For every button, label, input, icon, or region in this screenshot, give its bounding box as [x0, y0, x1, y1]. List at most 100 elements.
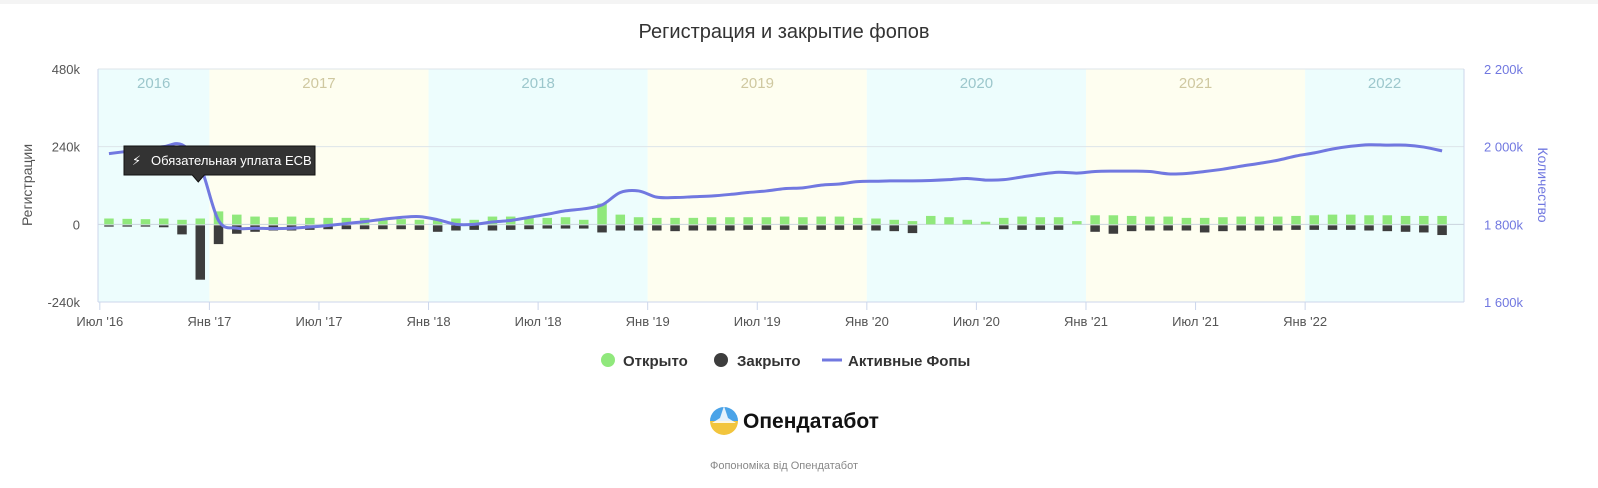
bar-opened [524, 217, 534, 225]
y-left-tick-label: 480k [52, 62, 81, 77]
x-tick-label: Янв '18 [407, 314, 451, 329]
credit-text: Фопономіка від Опендатабот [710, 460, 858, 472]
year-band-label: 2016 [137, 75, 170, 92]
bar-closed [652, 225, 662, 231]
bar-closed [597, 225, 607, 233]
bar-closed [816, 225, 826, 230]
logo-icon [710, 407, 738, 435]
bar-closed [505, 225, 516, 230]
bar-closed [633, 225, 644, 231]
bar-opened [560, 217, 571, 225]
bar-opened [286, 216, 297, 225]
bar-opened [341, 217, 352, 225]
bar-closed [798, 225, 808, 230]
bar-closed [487, 225, 498, 231]
bar-opened [980, 221, 991, 225]
bar-closed [1309, 225, 1319, 230]
axes: -240k 0 240k 480k 1 600k 1 800k 2 000k 2 200k Ию… [47, 62, 1523, 329]
legend-label-opened: Открыто [623, 353, 688, 370]
bar-opened [140, 219, 151, 225]
bar-opened [1072, 221, 1082, 225]
x-tick-label: Янв '19 [626, 314, 670, 329]
legend-item-closed[interactable]: Закрыто [714, 353, 801, 370]
bar-opened [1254, 216, 1265, 225]
bar-opened [1364, 215, 1374, 225]
annotation[interactable]: ⚡ Обязательная уплата ЕСВ [123, 145, 316, 183]
bar-closed [341, 225, 352, 230]
bar-closed [1291, 225, 1301, 230]
bar-opened [852, 217, 863, 225]
y-axis-left-title: Регистрации [19, 144, 35, 226]
bar-closed [195, 225, 206, 280]
y-left-tick-label: 240k [52, 140, 81, 155]
bar-closed [779, 225, 790, 230]
bar-closed [378, 225, 388, 230]
year-band-label: 2018 [521, 75, 554, 92]
legend-item-opened[interactable]: Открыто [601, 353, 688, 370]
x-tick-label: Июл '19 [734, 314, 781, 329]
bar-closed [1126, 225, 1137, 232]
year-band [866, 69, 1086, 302]
bar-closed [1254, 225, 1265, 231]
bar-closed [1382, 225, 1393, 232]
bar-opened [122, 218, 132, 225]
bar-closed [1035, 225, 1046, 230]
bar-opened [1181, 217, 1192, 225]
bar-closed [1145, 225, 1155, 231]
bar-opened [469, 219, 479, 225]
bar-closed [725, 225, 735, 231]
year-band-label: 2019 [741, 75, 774, 92]
legend-marker-closed [714, 353, 728, 367]
bar-opened [652, 217, 662, 225]
bar-closed [1090, 225, 1100, 232]
legend-item-active[interactable]: Активные Фопы [822, 353, 970, 370]
bar-opened [104, 218, 114, 225]
bar-opened [1309, 215, 1319, 225]
bar-opened [1108, 215, 1119, 225]
line-active-fops [108, 142, 1443, 231]
bar-opened [1163, 216, 1173, 225]
year-band-label: 2022 [1368, 75, 1401, 92]
bar-opened [1327, 214, 1338, 225]
annotation-text: Обязательная уплата ЕСВ [151, 153, 312, 168]
year-band-label: 2021 [1179, 75, 1212, 92]
x-tick-label: Янв '20 [845, 314, 889, 329]
bar-opened [633, 217, 644, 225]
bar-opened [834, 216, 845, 225]
legend-marker-opened [601, 353, 615, 367]
bar-closed [560, 225, 571, 229]
bar-opened [195, 218, 206, 225]
bar-opened [615, 214, 626, 225]
bar-opened [926, 215, 936, 225]
legend-label-active: Активные Фопы [848, 353, 970, 370]
bar-opened [1090, 215, 1100, 225]
x-tick-label: Июл '20 [953, 314, 1000, 329]
y-left-tick-label: -240k [47, 295, 80, 310]
bar-opened [542, 217, 552, 225]
bar-closed [743, 225, 753, 230]
bar-opened [1382, 215, 1393, 225]
bar-opened [816, 216, 826, 225]
line-series [108, 142, 1443, 231]
y-right-tick-label: 2 200k [1484, 62, 1524, 77]
y-left-tick-label: 0 [73, 217, 80, 232]
lightning-icon: ⚡ [132, 153, 141, 168]
bar-opened [871, 218, 881, 225]
bar-opened [597, 203, 607, 225]
bar-closed [670, 225, 680, 232]
bar-closed [451, 225, 461, 231]
x-tick-label: Янв '21 [1064, 314, 1108, 329]
x-tick-label: Янв '22 [1283, 314, 1327, 329]
bar-closed [579, 225, 589, 229]
bar-opened [779, 216, 790, 225]
bar-closed [615, 225, 626, 231]
opendatabot-logo[interactable]: Опендатабот [708, 405, 879, 437]
bar-opened [432, 219, 443, 225]
x-tick-label: Янв '17 [187, 314, 231, 329]
bar-closed [1236, 225, 1246, 231]
chart-title: Регистрация и закрытие фопов [639, 21, 930, 43]
bar-opened [798, 217, 808, 225]
x-tick-label: Июл '21 [1172, 314, 1219, 329]
bar-opened [962, 219, 973, 225]
